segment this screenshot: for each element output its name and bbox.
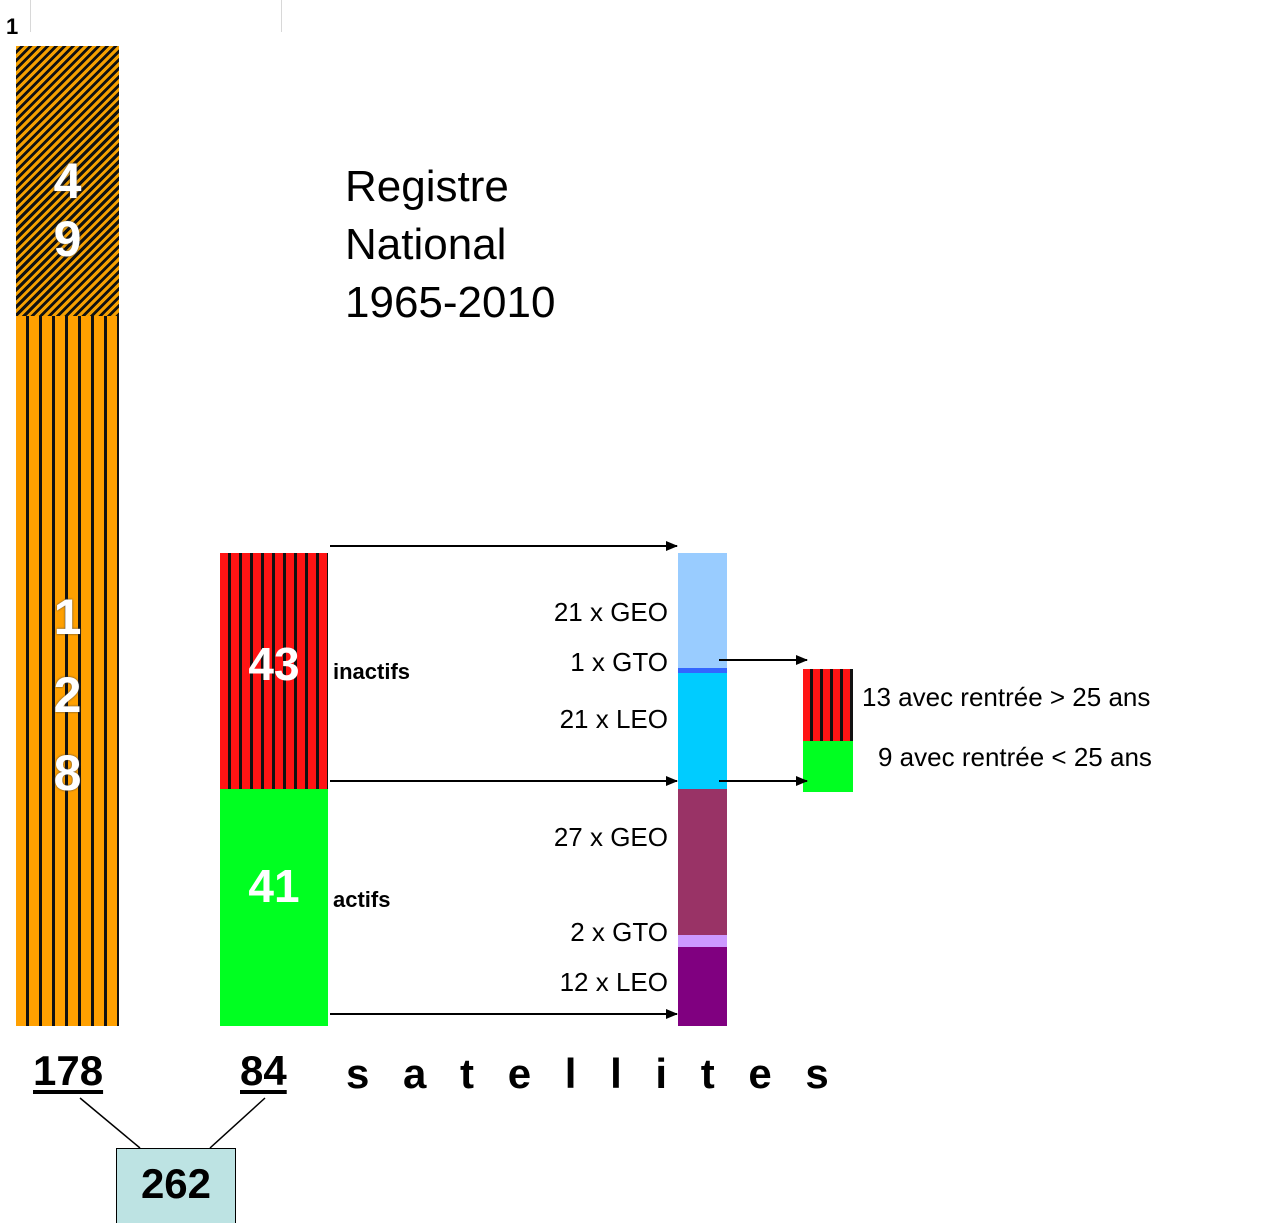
orbit-label: 12 x LEO: [559, 967, 668, 997]
corner-frame: [30, 0, 282, 32]
inactive-box: 43: [220, 553, 328, 789]
orbit-segment-active-gto: [678, 935, 727, 947]
sum-line-left: [79, 1097, 141, 1149]
active-count: 41: [248, 860, 300, 912]
orbit-segment-inactive-geo: [678, 553, 727, 668]
diagram-title: Registre National 1965-2010: [345, 158, 555, 332]
reentry-under-25-swatch: [803, 741, 853, 792]
registered-bar-striped-segment: 1 2 8: [16, 316, 119, 1026]
total-left: 178: [33, 1047, 104, 1094]
orbit-label: 21 x LEO: [559, 704, 668, 734]
total-right: 84: [240, 1047, 287, 1094]
total-sum-box: 262: [116, 1148, 236, 1223]
orbit-label: 21 x GEO: [553, 597, 668, 627]
reentry-over-25-swatch: [803, 669, 853, 741]
satellites-label: s a t e l l i t e s: [346, 1050, 840, 1097]
inactive-count: 43: [248, 638, 300, 690]
reentry-under-25-label: 9 avec rentrée < 25 ans: [878, 742, 1152, 772]
orbit-segment-active-leo: [678, 947, 727, 1026]
sum-line-right: [209, 1097, 266, 1149]
active-label: actifs: [333, 887, 391, 912]
inactive-label: inactifs: [333, 659, 411, 684]
orbit-label: 1 x GTO: [570, 647, 668, 677]
reentry-over-25-label: 13 avec rentrée > 25 ans: [862, 682, 1151, 712]
orbit-label: 2 x GTO: [570, 917, 668, 947]
orbit-segment-active-geo: [678, 789, 727, 935]
segment-digit: 9: [53, 211, 82, 267]
orbit-label: 27 x GEO: [553, 822, 668, 852]
title-line: Registre: [345, 162, 509, 211]
segment-digit: 8: [53, 745, 82, 801]
registered-bar-hatched-segment: 4 9: [16, 46, 119, 316]
segment-digit: 4: [53, 153, 82, 209]
title-line: 1965-2010: [345, 278, 556, 327]
title-line: National: [345, 220, 507, 269]
segment-digit: 1: [53, 589, 82, 645]
orbit-segment-inactive-leo: [678, 673, 727, 789]
segment-digit: 2: [53, 667, 82, 723]
orbit-segment-inactive-gto: [678, 668, 727, 673]
active-box: 41: [220, 789, 328, 1026]
corner-number: 1: [6, 14, 19, 39]
